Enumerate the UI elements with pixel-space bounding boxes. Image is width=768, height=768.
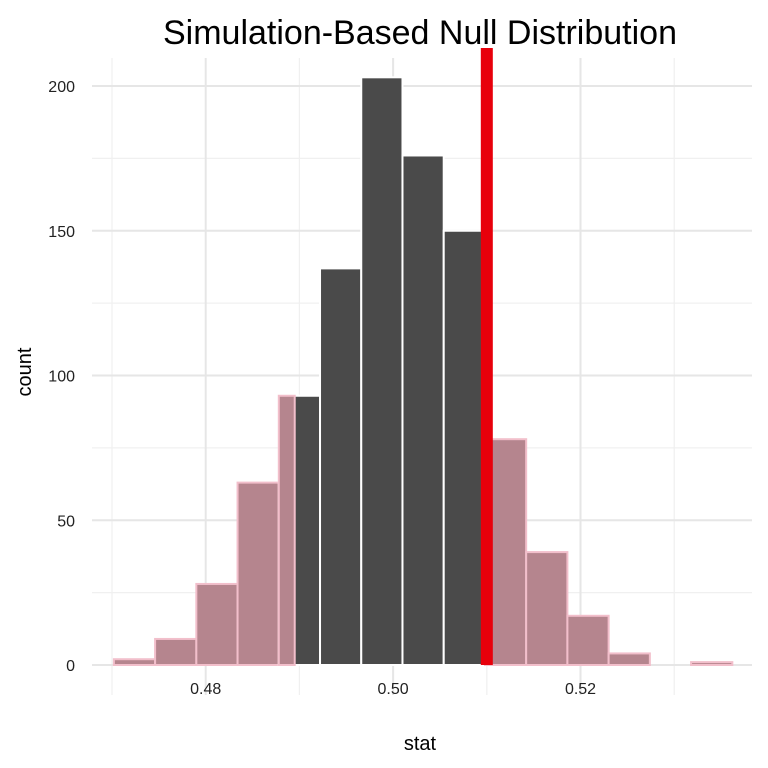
ticks-layer: 0.48 0.50 0.52 0 50 100 150 200	[48, 79, 596, 698]
y-axis-title: count	[14, 347, 36, 396]
y-tick-label-2: 100	[48, 369, 75, 386]
histogram-bar-3	[236, 481, 280, 666]
x-tick-label-0: 0.48	[190, 681, 221, 698]
histogram-bar-0	[112, 658, 157, 667]
histogram-bar-4-shaded-part	[277, 394, 296, 666]
x-tick-label-2: 0.52	[565, 681, 596, 698]
histogram-bar-7	[401, 154, 445, 666]
observed-line-layer	[480, 48, 493, 665]
histogram-bar-8	[442, 229, 486, 666]
histogram-bar-1	[154, 637, 198, 667]
x-axis-title: stat	[404, 733, 437, 755]
chart-title: Simulation-Based Null Distribution	[163, 14, 677, 52]
histogram-bar-12	[607, 652, 651, 666]
y-tick-label-3: 150	[48, 224, 75, 241]
bars-layer	[112, 76, 734, 667]
x-tick-label-1: 0.50	[378, 681, 409, 698]
observed-stat-line	[480, 48, 493, 665]
histogram-bar-6	[360, 76, 404, 666]
y-tick-label-1: 50	[57, 513, 75, 530]
histogram-bar-14	[690, 661, 734, 666]
histogram-bar-10	[525, 551, 569, 666]
y-tick-label-4: 200	[48, 79, 75, 96]
histogram-bar-11	[566, 614, 610, 666]
histogram-bar-5	[319, 267, 363, 666]
histogram-bar-2	[195, 582, 239, 666]
y-tick-label-0: 0	[66, 658, 75, 675]
